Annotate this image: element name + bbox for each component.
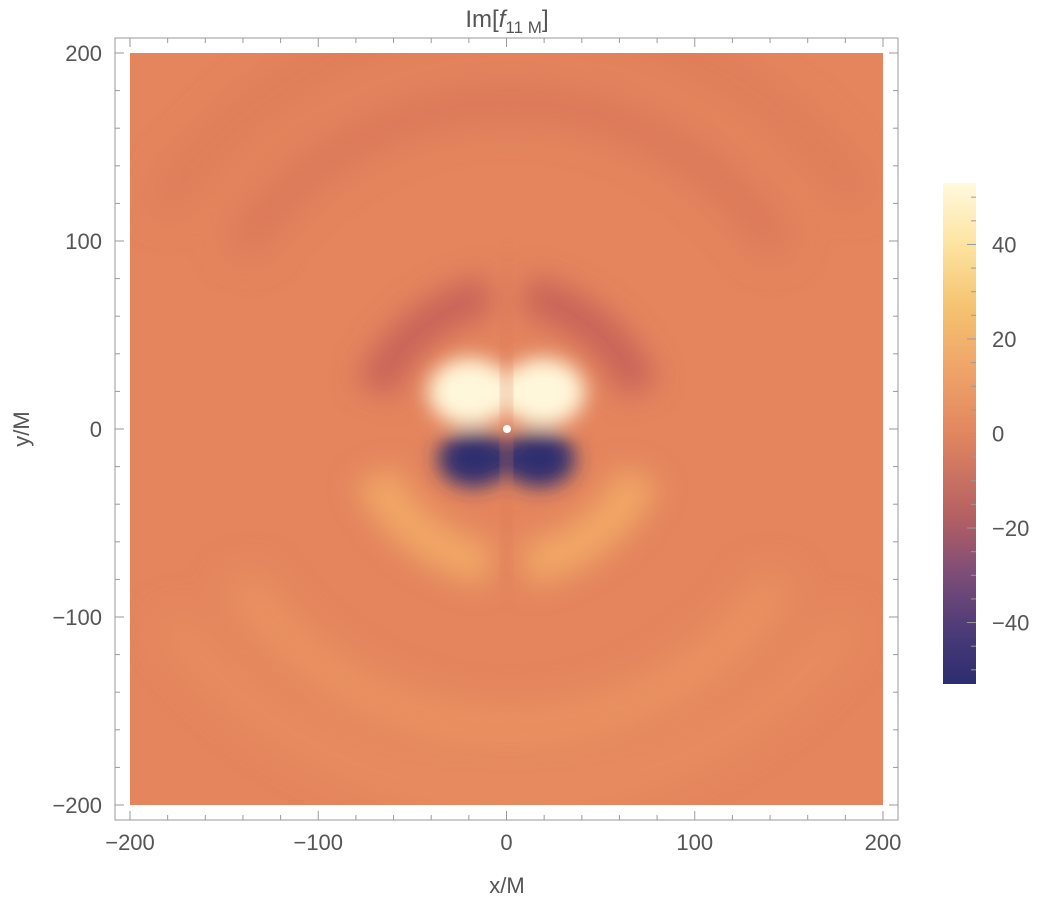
colorbar-tick-label: −20 — [992, 516, 1029, 541]
heatmap-field — [130, 53, 883, 805]
x-tick-label: −200 — [105, 830, 155, 855]
colorbar-tick-label: −40 — [992, 611, 1029, 636]
colorbar-ticks: 40 20 0 −20 −40 — [967, 196, 1029, 671]
title-prefix: Im[ — [465, 6, 499, 33]
outer-rings — [149, 53, 871, 805]
x-tick-label: 200 — [865, 830, 902, 855]
y-tick-label: 0 — [90, 417, 102, 442]
title-suffix: ] — [542, 6, 549, 33]
lobes — [428, 358, 585, 487]
y-tick-label: −100 — [52, 605, 102, 630]
origin-marker — [503, 425, 511, 433]
inner-rings — [355, 275, 660, 587]
x-axis-label: x/M — [489, 873, 524, 898]
x-tick-label: 0 — [500, 830, 512, 855]
y-tick-label: 100 — [65, 229, 102, 254]
chart-title: Im[f11 M] — [465, 6, 548, 37]
axis-ticks — [115, 38, 898, 820]
y-tick-label: 200 — [65, 41, 102, 66]
colorbar-tick-label: 20 — [992, 327, 1016, 352]
y-tick-label: −200 — [52, 793, 102, 818]
x-tick-label: −100 — [293, 830, 343, 855]
center-line — [503, 260, 510, 590]
axis-tick-labels: −200 −100 0 100 200 −200 −100 0 100 200 — [52, 41, 901, 855]
colorbar-tick-label: 0 — [992, 422, 1004, 447]
colorbar: 40 20 0 −20 −40 — [943, 183, 1029, 684]
title-subscript: 11 M — [505, 18, 542, 37]
title-function: f — [499, 6, 508, 33]
x-tick-label: 100 — [676, 830, 713, 855]
y-axis-label: y/M — [9, 411, 34, 446]
colorbar-tick-label: 40 — [992, 232, 1016, 257]
